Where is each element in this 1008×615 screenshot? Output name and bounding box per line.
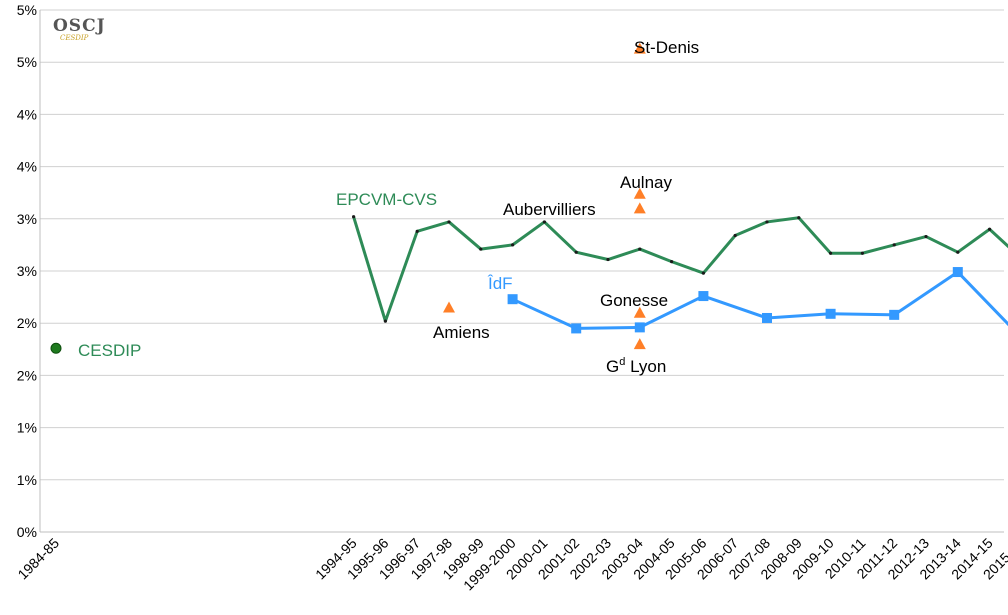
data-point <box>606 257 610 262</box>
series-line <box>352 216 1008 323</box>
data-point <box>571 323 582 334</box>
series-label-cesdip: CESDIP <box>78 341 141 360</box>
point-marker <box>633 42 646 54</box>
y-tick-label: 2% <box>17 315 37 331</box>
series-layer <box>50 215 1008 354</box>
y-tick-label: 4% <box>17 159 37 175</box>
y-tick-label: 5% <box>17 2 37 18</box>
data-point <box>352 215 356 219</box>
data-point <box>479 247 483 251</box>
point-marker <box>633 338 646 350</box>
y-axis-ticks: 0% 1% 1% 2% 2% 3% 3% 4% 4% 5% 5% <box>17 2 37 540</box>
data-point <box>889 309 900 320</box>
point-label: St-Denis <box>634 38 699 57</box>
data-point <box>383 319 387 323</box>
point-marker <box>633 187 646 199</box>
data-point <box>825 308 836 319</box>
data-point <box>542 220 547 224</box>
data-point <box>638 247 642 251</box>
y-tick-label: 2% <box>17 367 37 383</box>
y-tick-label: 5% <box>17 54 37 70</box>
gridlines <box>39 9 1004 533</box>
point-layer <box>443 42 646 350</box>
y-tick-label: 0% <box>17 524 37 540</box>
data-point <box>634 322 645 333</box>
point-label: Aubervilliers <box>503 200 596 219</box>
point-label: Gd Lyon <box>606 356 666 376</box>
data-point <box>701 271 706 275</box>
point-label: Amiens <box>433 323 490 342</box>
data-point <box>698 291 709 302</box>
x-axis-ticks: 1984-85 1994-951995-961996-971997-981998-… <box>14 535 1008 594</box>
data-point <box>924 234 928 239</box>
series-label-idf: ÎdF <box>487 274 513 293</box>
data-point <box>415 229 419 233</box>
data-point <box>892 243 896 247</box>
data-point <box>762 312 772 323</box>
data-point <box>507 294 518 305</box>
logo: OSCJ CESDIP <box>53 16 106 42</box>
y-tick-label: 3% <box>17 211 37 227</box>
data-point <box>50 342 62 354</box>
data-point <box>765 220 769 224</box>
label-layer: EPCVM-CVS ÎdF CESDIP St-Denis Aulnay Aubervil… <box>78 38 699 376</box>
data-point <box>670 260 674 264</box>
logo-text: OSCJ <box>53 16 106 36</box>
data-point <box>447 220 451 224</box>
data-point <box>797 216 801 220</box>
y-tick-label: 4% <box>17 106 37 122</box>
x-tick-label: 1984-85 <box>14 535 62 583</box>
data-point <box>860 251 865 255</box>
data-point <box>952 267 963 278</box>
data-point <box>988 227 992 231</box>
data-point <box>956 250 960 254</box>
point-marker <box>633 202 646 214</box>
y-tick-label: 1% <box>17 472 37 488</box>
data-point <box>733 233 737 238</box>
series-line <box>511 270 1008 330</box>
point-marker <box>443 301 455 313</box>
data-point <box>829 251 833 255</box>
series-label-epcvm: EPCVM-CVS <box>336 190 437 209</box>
point-label: Aulnay <box>620 173 672 192</box>
data-point <box>574 250 578 254</box>
point-marker <box>633 306 646 318</box>
point-label: Gonesse <box>600 291 668 310</box>
y-tick-label: 1% <box>17 420 37 436</box>
data-point <box>510 243 515 247</box>
logo-subtitle: CESDIP <box>60 34 89 42</box>
y-tick-label: 3% <box>17 263 37 279</box>
